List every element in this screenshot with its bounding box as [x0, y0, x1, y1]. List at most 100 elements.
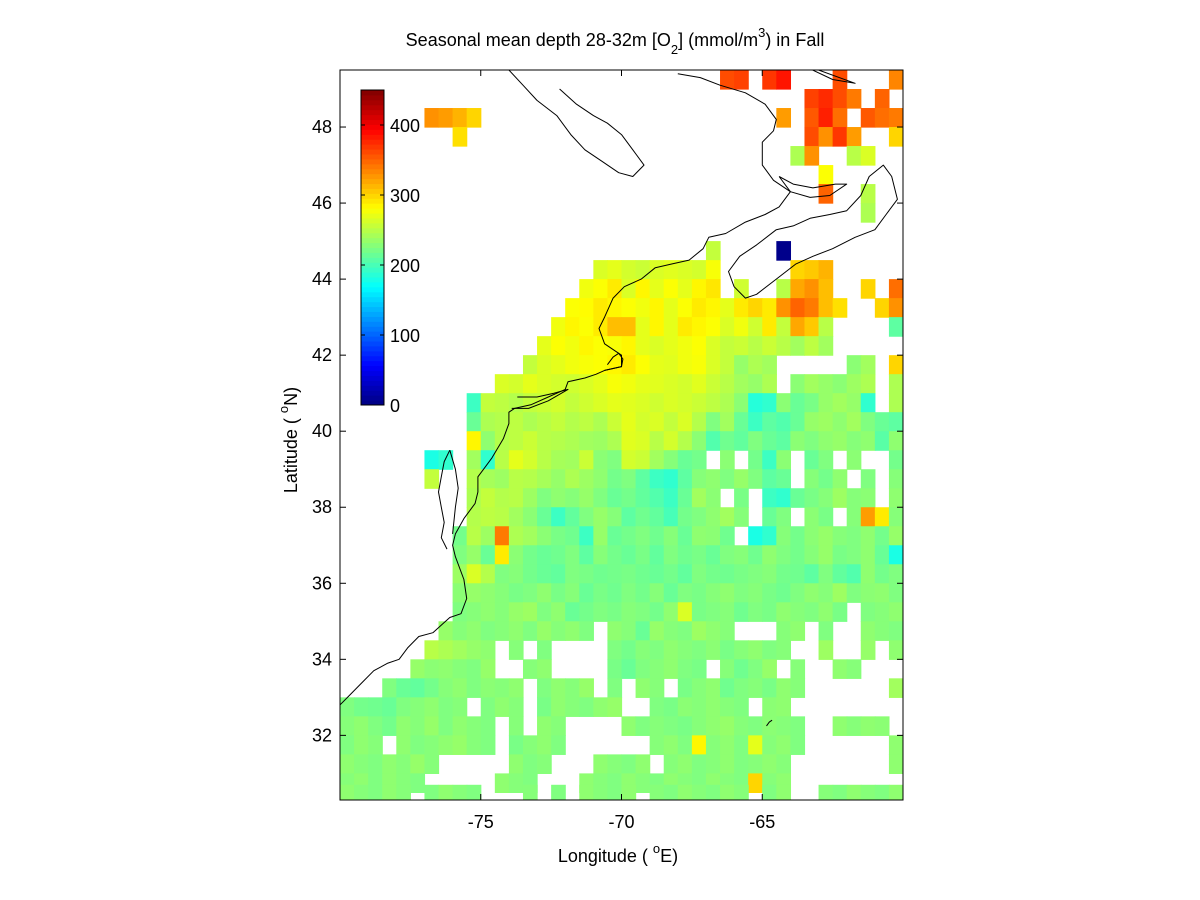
data-cell [720, 583, 735, 603]
data-cell [720, 621, 735, 641]
data-cell [508, 469, 524, 489]
data-cell [494, 621, 510, 641]
data-cell [748, 640, 763, 660]
data-cell [677, 716, 693, 736]
data-cell [621, 412, 637, 432]
data-cell [635, 412, 651, 432]
colorbar-band [361, 203, 384, 209]
data-cell [818, 583, 834, 603]
data-cell [621, 260, 637, 280]
data-cell [663, 317, 679, 337]
data-cell [874, 412, 890, 432]
data-cell [607, 488, 623, 508]
colorbar-band [361, 395, 384, 401]
data-cell [860, 108, 876, 128]
data-cell [705, 564, 721, 584]
data-cell [691, 754, 707, 774]
data-cell [888, 355, 903, 375]
data-cell [720, 336, 735, 356]
data-cell [635, 260, 651, 280]
data-cell [762, 784, 777, 800]
data-cell [621, 754, 637, 774]
data-cell [452, 716, 468, 736]
data-cell [888, 374, 903, 394]
data-cell [663, 298, 679, 318]
data-cell [593, 260, 609, 280]
data-cell [677, 412, 693, 432]
data-cell [649, 469, 665, 489]
data-cell [720, 545, 735, 565]
data-cell [438, 697, 454, 717]
data-cell [579, 279, 594, 299]
data-cell [635, 773, 651, 793]
data-cell [860, 203, 876, 223]
data-cell [776, 507, 792, 527]
data-cell [860, 488, 876, 508]
data-cell [691, 621, 707, 641]
data-cell [720, 298, 735, 318]
data-cell [424, 697, 440, 717]
data-cell [748, 355, 763, 375]
data-cell [522, 412, 538, 432]
data-cell [522, 754, 538, 774]
data-cell [621, 279, 637, 299]
data-cell [677, 564, 693, 584]
data-cell [832, 545, 848, 565]
data-cell [776, 716, 792, 736]
data-cell [593, 298, 609, 318]
data-cell [494, 678, 510, 698]
data-cell [621, 336, 637, 356]
data-cell [691, 602, 707, 622]
data-cell [508, 602, 524, 622]
data-cell [354, 735, 369, 755]
coastline-cape-cod [604, 352, 624, 371]
data-cell [466, 393, 482, 413]
data-cell [804, 583, 820, 603]
colorbar-tick-label: 400 [390, 116, 420, 136]
data-cell [776, 784, 792, 800]
data-cell [790, 678, 806, 698]
data-cell [494, 412, 510, 432]
data-cell [607, 298, 623, 318]
coastline-chesapeake-west [438, 449, 451, 550]
data-cell [424, 640, 440, 660]
data-cell [776, 564, 792, 584]
colorbar-tick-label: 0 [390, 396, 400, 416]
data-cell [762, 488, 777, 508]
title-text-post: ) in Fall [765, 30, 824, 50]
data-cell [621, 526, 637, 546]
data-cell [537, 393, 552, 413]
data-cell [593, 336, 609, 356]
data-cell [691, 735, 707, 755]
data-cell [874, 507, 890, 527]
data-cell [705, 317, 721, 337]
data-cell [508, 621, 524, 641]
data-cell [677, 754, 693, 774]
y-tick-label: 32 [312, 725, 332, 745]
data-cell [621, 621, 637, 641]
data-cell [579, 298, 594, 318]
data-cell [382, 784, 397, 800]
data-cell [396, 735, 411, 755]
data-cell [874, 545, 890, 565]
data-cell [537, 545, 552, 565]
data-cell [565, 336, 580, 356]
data-cell [480, 640, 496, 660]
colorbar-band [361, 178, 384, 185]
colorbar-band [361, 296, 384, 303]
colorbar-band [361, 208, 384, 214]
data-cell [649, 355, 665, 375]
data-cell [635, 469, 651, 489]
colorbar-band [361, 380, 384, 386]
data-cell [466, 784, 482, 800]
data-cell [734, 659, 749, 679]
data-cell [522, 621, 538, 641]
data-cell [762, 564, 777, 584]
data-cell [762, 317, 777, 337]
data-cell [452, 108, 468, 128]
data-cell [663, 374, 679, 394]
data-cell [635, 507, 651, 527]
data-cell [832, 412, 848, 432]
colorbar-band [361, 306, 384, 312]
colorbar-band [361, 198, 384, 204]
